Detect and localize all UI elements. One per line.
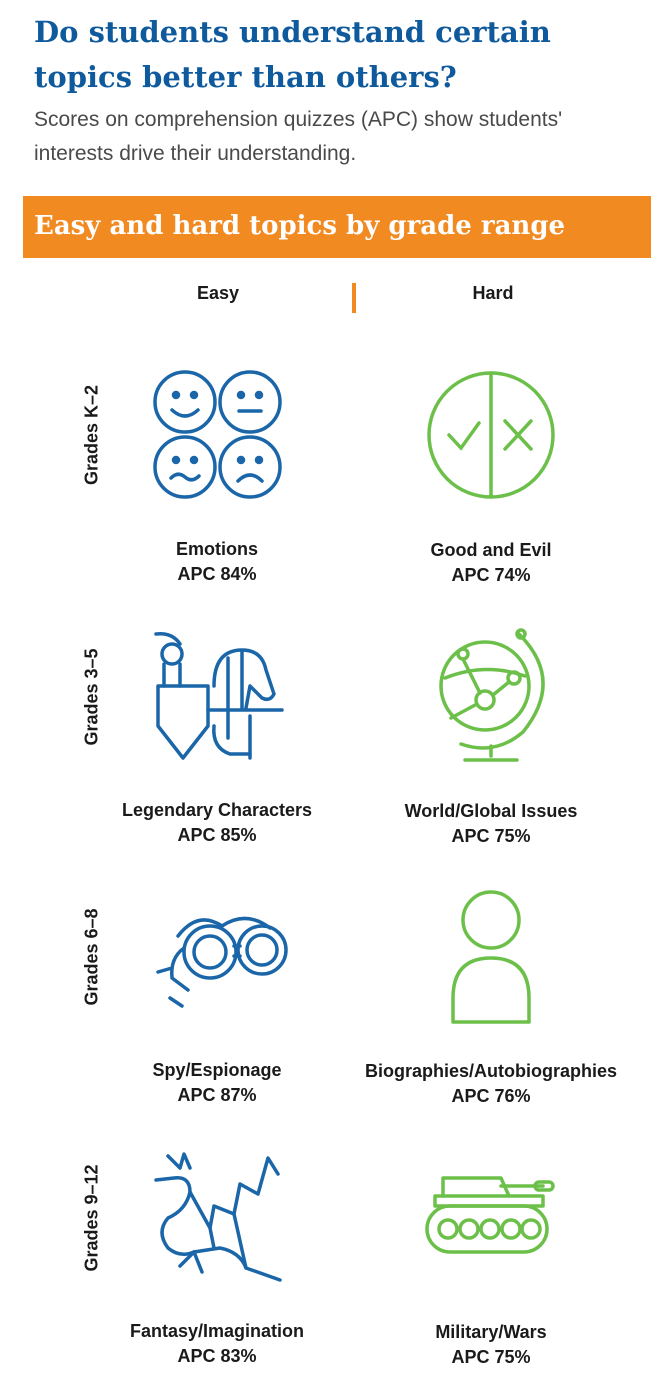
tank-icon (425, 1176, 555, 1254)
hard-column-header: Hard (472, 283, 514, 303)
hard-topic-6-8: Biographies/Autobiographies APC 76% (364, 1061, 618, 1106)
binoculars-icon (156, 916, 288, 1008)
page-subtitle: Scores on comprehension quizzes (APC) sh… (34, 108, 563, 165)
easy-topic-3-5: Legendary Characters APC 85% (121, 800, 313, 845)
hard-topic-3-5: World/Global Issues APC 75% (404, 801, 578, 846)
easy-column-header: Easy (196, 283, 240, 303)
check-x-circle-icon (427, 371, 555, 499)
knight-horse-icon (154, 631, 284, 760)
dragon-icon (154, 1152, 282, 1282)
banner-title: Easy and hard topics by grade range (34, 211, 566, 241)
easy-topic-9-12: Fantasy/Imagination APC 83% (129, 1321, 305, 1366)
hard-topic-k-2: Good and Evil APC 74% (430, 540, 552, 585)
easy-topic-k-2: Emotions APC 84% (175, 539, 258, 584)
emotion-faces-icon (153, 370, 282, 499)
page-title: Do students understand certain topics be… (34, 15, 551, 94)
person-icon (451, 890, 531, 1024)
column-divider (352, 283, 356, 313)
section-banner: Easy and hard topics by grade range (23, 196, 651, 258)
globe-icon (439, 628, 545, 762)
hard-topic-9-12: Military/Wars APC 75% (435, 1322, 547, 1367)
easy-topic-6-8: Spy/Espionage APC 87% (152, 1060, 282, 1105)
